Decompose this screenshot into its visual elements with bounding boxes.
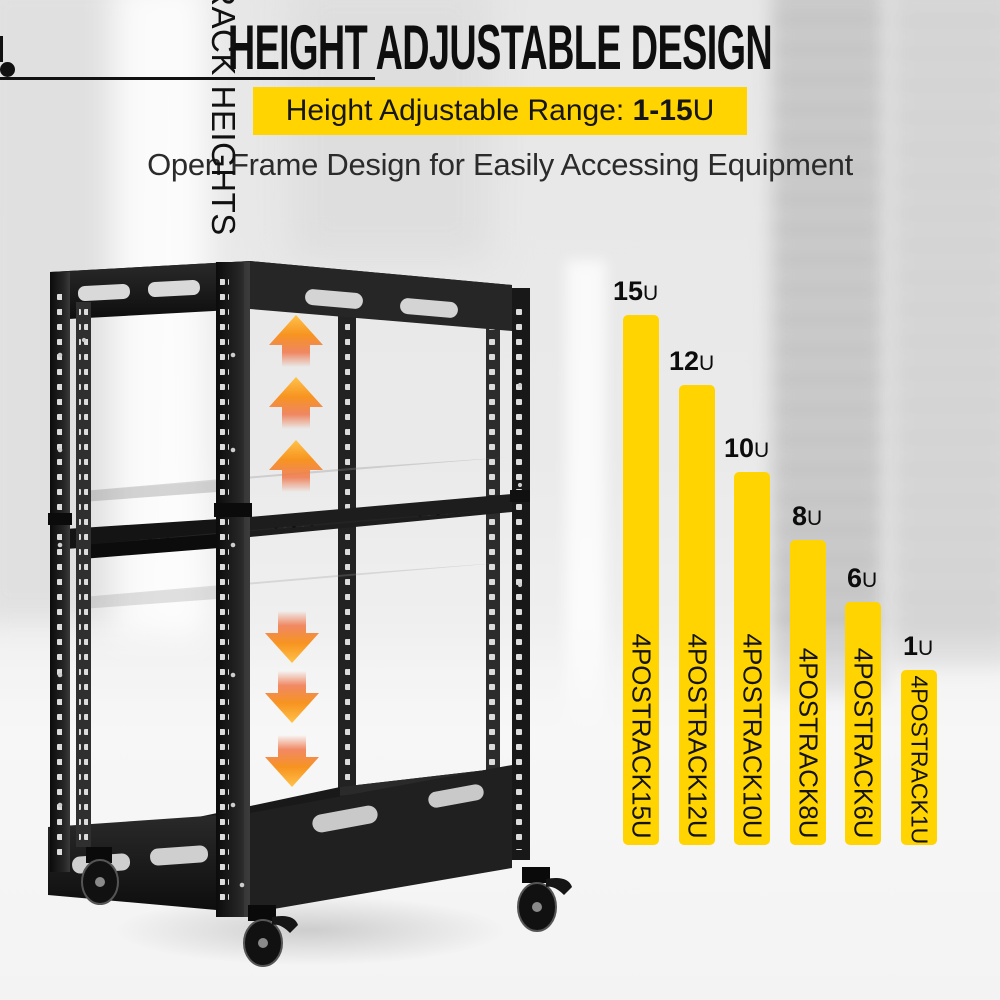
rack-mid-rail <box>50 517 250 550</box>
bar-model-label: 4POSTRACK1U <box>906 675 932 844</box>
caster-front-corner <box>243 905 298 967</box>
bar-value-label: 15U <box>613 276 659 306</box>
range-value: 1-15 <box>632 94 693 127</box>
bar-model-label: 4POSTRACK6U <box>848 647 878 838</box>
bar-4POSTRACK8U <box>790 540 826 845</box>
down-arrows-icon <box>265 611 319 787</box>
bar-4POSTRACK10U <box>734 472 770 845</box>
range-unit: U <box>692 94 715 127</box>
bolt-dots <box>57 337 523 888</box>
rack-illustration <box>48 261 572 967</box>
bar-model-label: 4POSTRACK15U <box>626 633 656 839</box>
bar-4POSTRACK6U <box>845 602 881 845</box>
chart-axis-origin-dot <box>0 62 15 77</box>
caster-right <box>517 867 572 932</box>
chart-baseline <box>0 77 375 80</box>
ghost-shelf-lower <box>82 562 510 597</box>
bar-value-label: 8U <box>792 501 823 531</box>
bar-value-label: 6U <box>847 563 878 593</box>
up-arrows-icon <box>269 315 323 492</box>
bar-value-label: 10U <box>724 433 770 463</box>
bar-4POSTRACK12U <box>679 385 715 845</box>
bar-value-label: 1U <box>903 631 934 661</box>
bar-4POSTRACK15U <box>623 315 659 845</box>
chart-axis-tick <box>0 36 3 62</box>
bar-model-label: 4POSTRACK10U <box>737 633 767 839</box>
bar-model-label: 4POSTRACK12U <box>682 633 712 839</box>
bar-value-label: 12U <box>669 346 715 376</box>
caster-front-left <box>81 847 119 905</box>
subtitle: Open Frame Design for Easily Accessing E… <box>147 147 853 182</box>
range-highlight-strip: Height Adjustable Range: 1-15 U <box>253 87 747 135</box>
range-label-prefix: Height Adjustable Range: <box>285 94 633 127</box>
chart-y-axis-label: AVAILABLE RACK HEIGHTS <box>205 0 242 236</box>
bar-4POSTRACK1U <box>901 670 937 845</box>
bar-model-label: 4POSTRACK8U <box>793 647 823 838</box>
page-title: HEIGHT ADJUSTABLE DESIGN <box>227 13 773 83</box>
